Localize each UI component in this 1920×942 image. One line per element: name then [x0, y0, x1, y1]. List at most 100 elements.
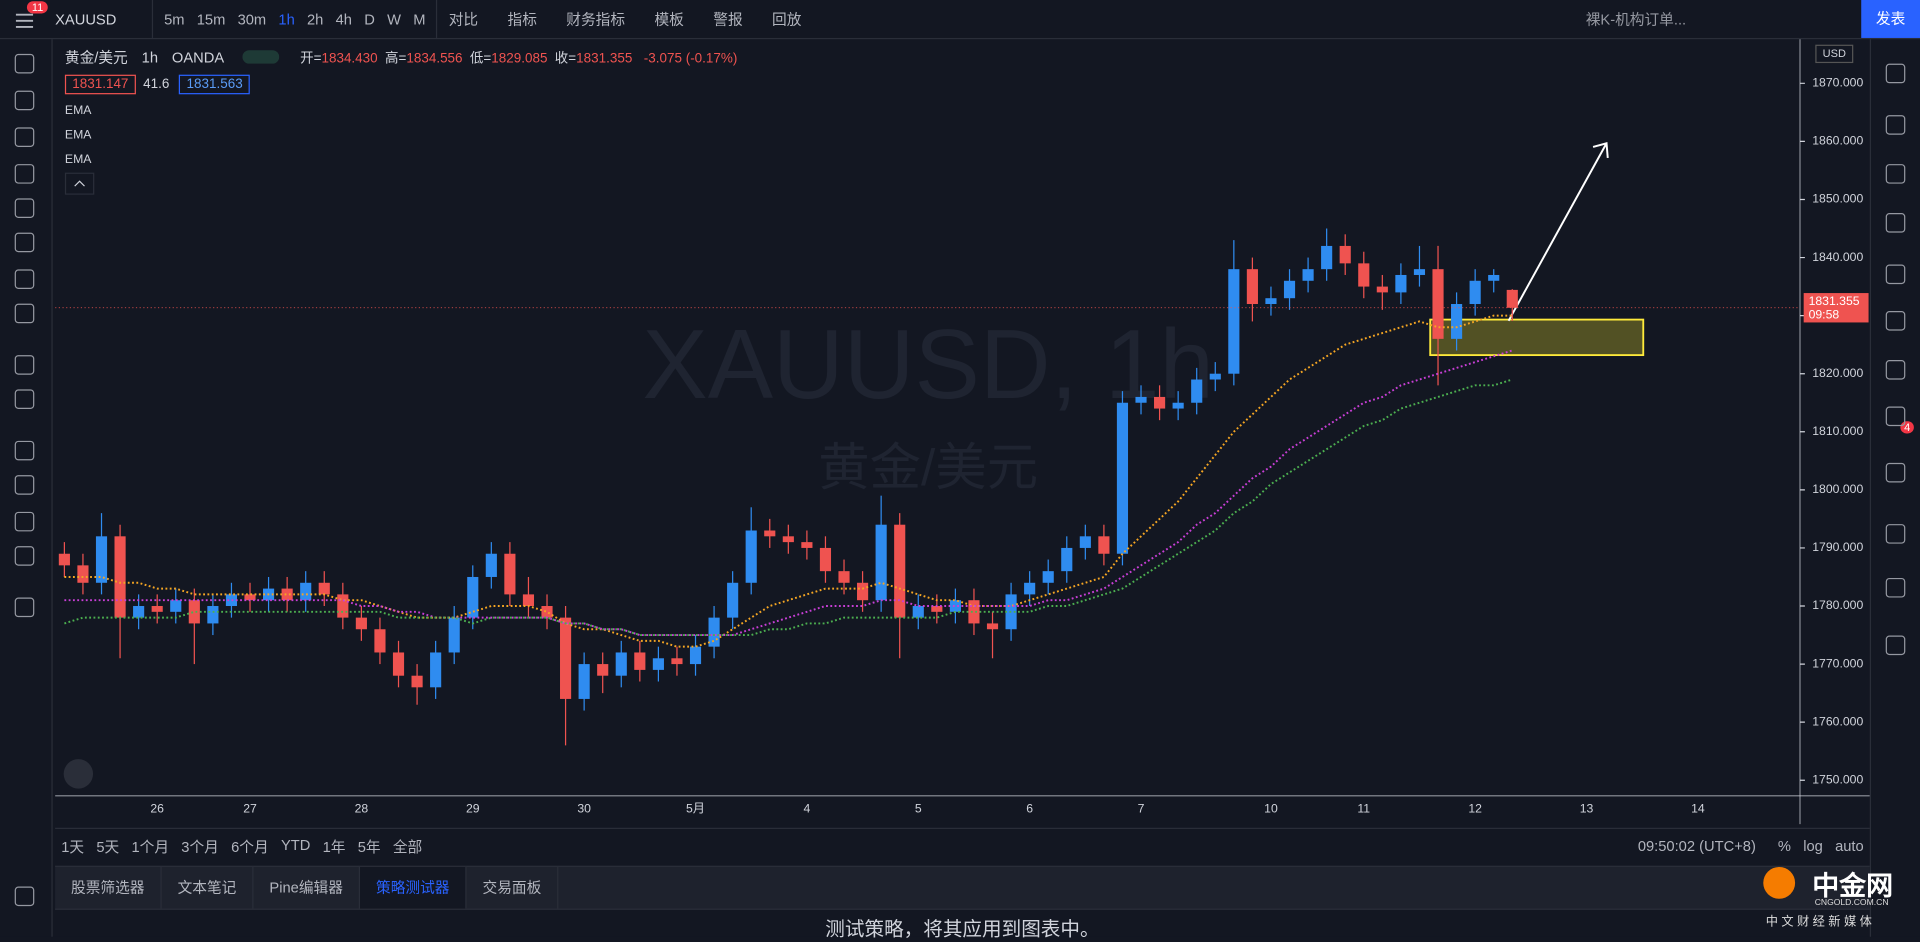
tool-icon[interactable] — [14, 355, 35, 375]
side-icon[interactable] — [1885, 360, 1906, 380]
side-icon[interactable] — [1885, 213, 1906, 233]
candle-body — [188, 600, 200, 624]
side-icon[interactable] — [1885, 311, 1906, 331]
panel-tab[interactable]: 策略测试器 — [360, 866, 467, 909]
side-icon[interactable] — [1885, 462, 1906, 483]
tool-icon[interactable] — [14, 886, 35, 907]
left-toolbar — [0, 39, 53, 937]
symbol[interactable]: XAUUSD — [55, 10, 117, 28]
interval-button[interactable]: 5m — [164, 10, 185, 28]
range-button[interactable]: 5年 — [357, 838, 381, 856]
candle-body — [931, 606, 943, 612]
x-tick-label: 7 — [1138, 802, 1145, 816]
candle-body — [1228, 269, 1240, 374]
x-tick-label: 26 — [150, 802, 164, 816]
candle-body — [1451, 304, 1463, 339]
candle-body — [244, 594, 256, 601]
panel-tab[interactable]: 文本笔记 — [162, 866, 254, 909]
candle-body — [1488, 274, 1500, 281]
interval-button[interactable]: D — [364, 10, 375, 28]
tool-icon[interactable] — [14, 389, 35, 409]
candle-body — [1432, 269, 1444, 339]
interval-button[interactable]: 2h — [307, 10, 324, 28]
range-button[interactable]: 5天 — [96, 838, 120, 856]
layout-name[interactable]: 裸K-机构订单... — [1585, 11, 1687, 29]
candle-body — [560, 617, 572, 699]
publish-button[interactable]: 发表 — [1861, 0, 1920, 38]
candle-body — [1246, 269, 1258, 305]
side-icon[interactable] — [1885, 164, 1906, 184]
interval-button[interactable]: 30m — [237, 10, 267, 28]
menu[interactable]: 11 — [0, 0, 49, 38]
tool-icon[interactable] — [14, 198, 35, 218]
candle-body — [819, 547, 832, 572]
candle-body — [1265, 298, 1277, 305]
toolbar-button[interactable]: 警报 — [713, 11, 743, 29]
toolbar-button[interactable]: 模板 — [654, 11, 684, 29]
range-button[interactable]: 6个月 — [231, 838, 269, 856]
scale-option[interactable]: log — [1803, 837, 1823, 855]
ohlc-label: 低= — [469, 51, 492, 67]
y-tick-label: 1800.000 — [1812, 482, 1863, 496]
side-icon[interactable] — [1885, 577, 1906, 598]
toolbar-button[interactable]: 财务指标 — [566, 11, 626, 29]
separator — [436, 0, 438, 38]
tool-icon[interactable] — [14, 90, 35, 111]
tool-icon[interactable] — [14, 232, 35, 253]
interval-button[interactable]: 15m — [196, 10, 226, 28]
scale-option[interactable]: auto — [1835, 837, 1864, 855]
candle-body — [1506, 289, 1518, 308]
candle-body — [411, 675, 423, 688]
watermark: XAUUSD, 1h — [642, 309, 1214, 419]
x-tick-label: 29 — [466, 802, 480, 816]
candle-body — [857, 582, 869, 601]
range-button[interactable]: YTD — [280, 835, 311, 853]
side-icon[interactable] — [1885, 115, 1906, 135]
candle-body — [597, 664, 609, 676]
tool-icon[interactable] — [14, 546, 35, 566]
range-button[interactable]: 1天 — [61, 838, 85, 856]
candle-body — [522, 594, 535, 607]
panel-tab[interactable]: 股票筛选器 — [55, 866, 162, 909]
collapse-button[interactable] — [64, 172, 95, 195]
toolbar-button[interactable]: 回放 — [772, 11, 802, 29]
interval-button[interactable]: W — [387, 10, 401, 28]
interval-button[interactable]: M — [413, 10, 426, 28]
range-button[interactable]: 1年 — [322, 838, 346, 856]
panel-tab[interactable]: Pine编辑器 — [254, 866, 361, 909]
candle-body — [1395, 274, 1407, 293]
side-icon[interactable] — [1885, 406, 1906, 427]
tool-icon[interactable] — [14, 475, 35, 495]
ranges: 1天 5天 1个月 3个月 6个月 YTD 1年 5年 全部 — [55, 836, 428, 857]
side-icon[interactable] — [1885, 264, 1906, 285]
tool-icon[interactable] — [14, 164, 35, 184]
range-button[interactable]: 全部 — [392, 838, 423, 856]
range-button[interactable]: 3个月 — [181, 838, 219, 856]
tool-icon[interactable] — [14, 127, 35, 147]
tool-icon[interactable] — [14, 511, 35, 532]
range-button[interactable]: 1个月 — [131, 838, 170, 856]
status — [242, 50, 279, 64]
toolbar-button[interactable]: 指标 — [507, 11, 537, 29]
panel-tab[interactable]: 交易面板 — [467, 866, 559, 909]
side-icon[interactable] — [1885, 635, 1906, 656]
interval-button[interactable]: 1h — [278, 10, 295, 28]
menu-icon — [15, 13, 34, 28]
cloud-button[interactable] — [63, 759, 94, 789]
candle-body — [1339, 245, 1351, 264]
toolbar-button[interactable]: 对比 — [448, 11, 479, 29]
side-icon[interactable] — [1885, 63, 1906, 84]
candle-body — [337, 594, 349, 618]
side-icon[interactable] — [1885, 524, 1906, 544]
tool-icon[interactable] — [14, 269, 35, 289]
top-toolbar: 11 XAUUSD 5m 15m 30m 1h 2h 4h D W M 对比 指标 财务指标 模板 警报… — [0, 0, 1920, 40]
tool-icon[interactable] — [14, 53, 35, 74]
x-tick-label: 10 — [1264, 802, 1278, 816]
candle-body — [782, 536, 794, 543]
scale-option[interactable]: % — [1777, 837, 1791, 855]
tool-icon[interactable] — [14, 303, 35, 324]
x-tick-label: 6 — [1026, 802, 1033, 816]
tool-icon[interactable] — [14, 440, 35, 461]
tool-icon[interactable] — [14, 597, 35, 618]
interval-button[interactable]: 4h — [335, 10, 352, 28]
